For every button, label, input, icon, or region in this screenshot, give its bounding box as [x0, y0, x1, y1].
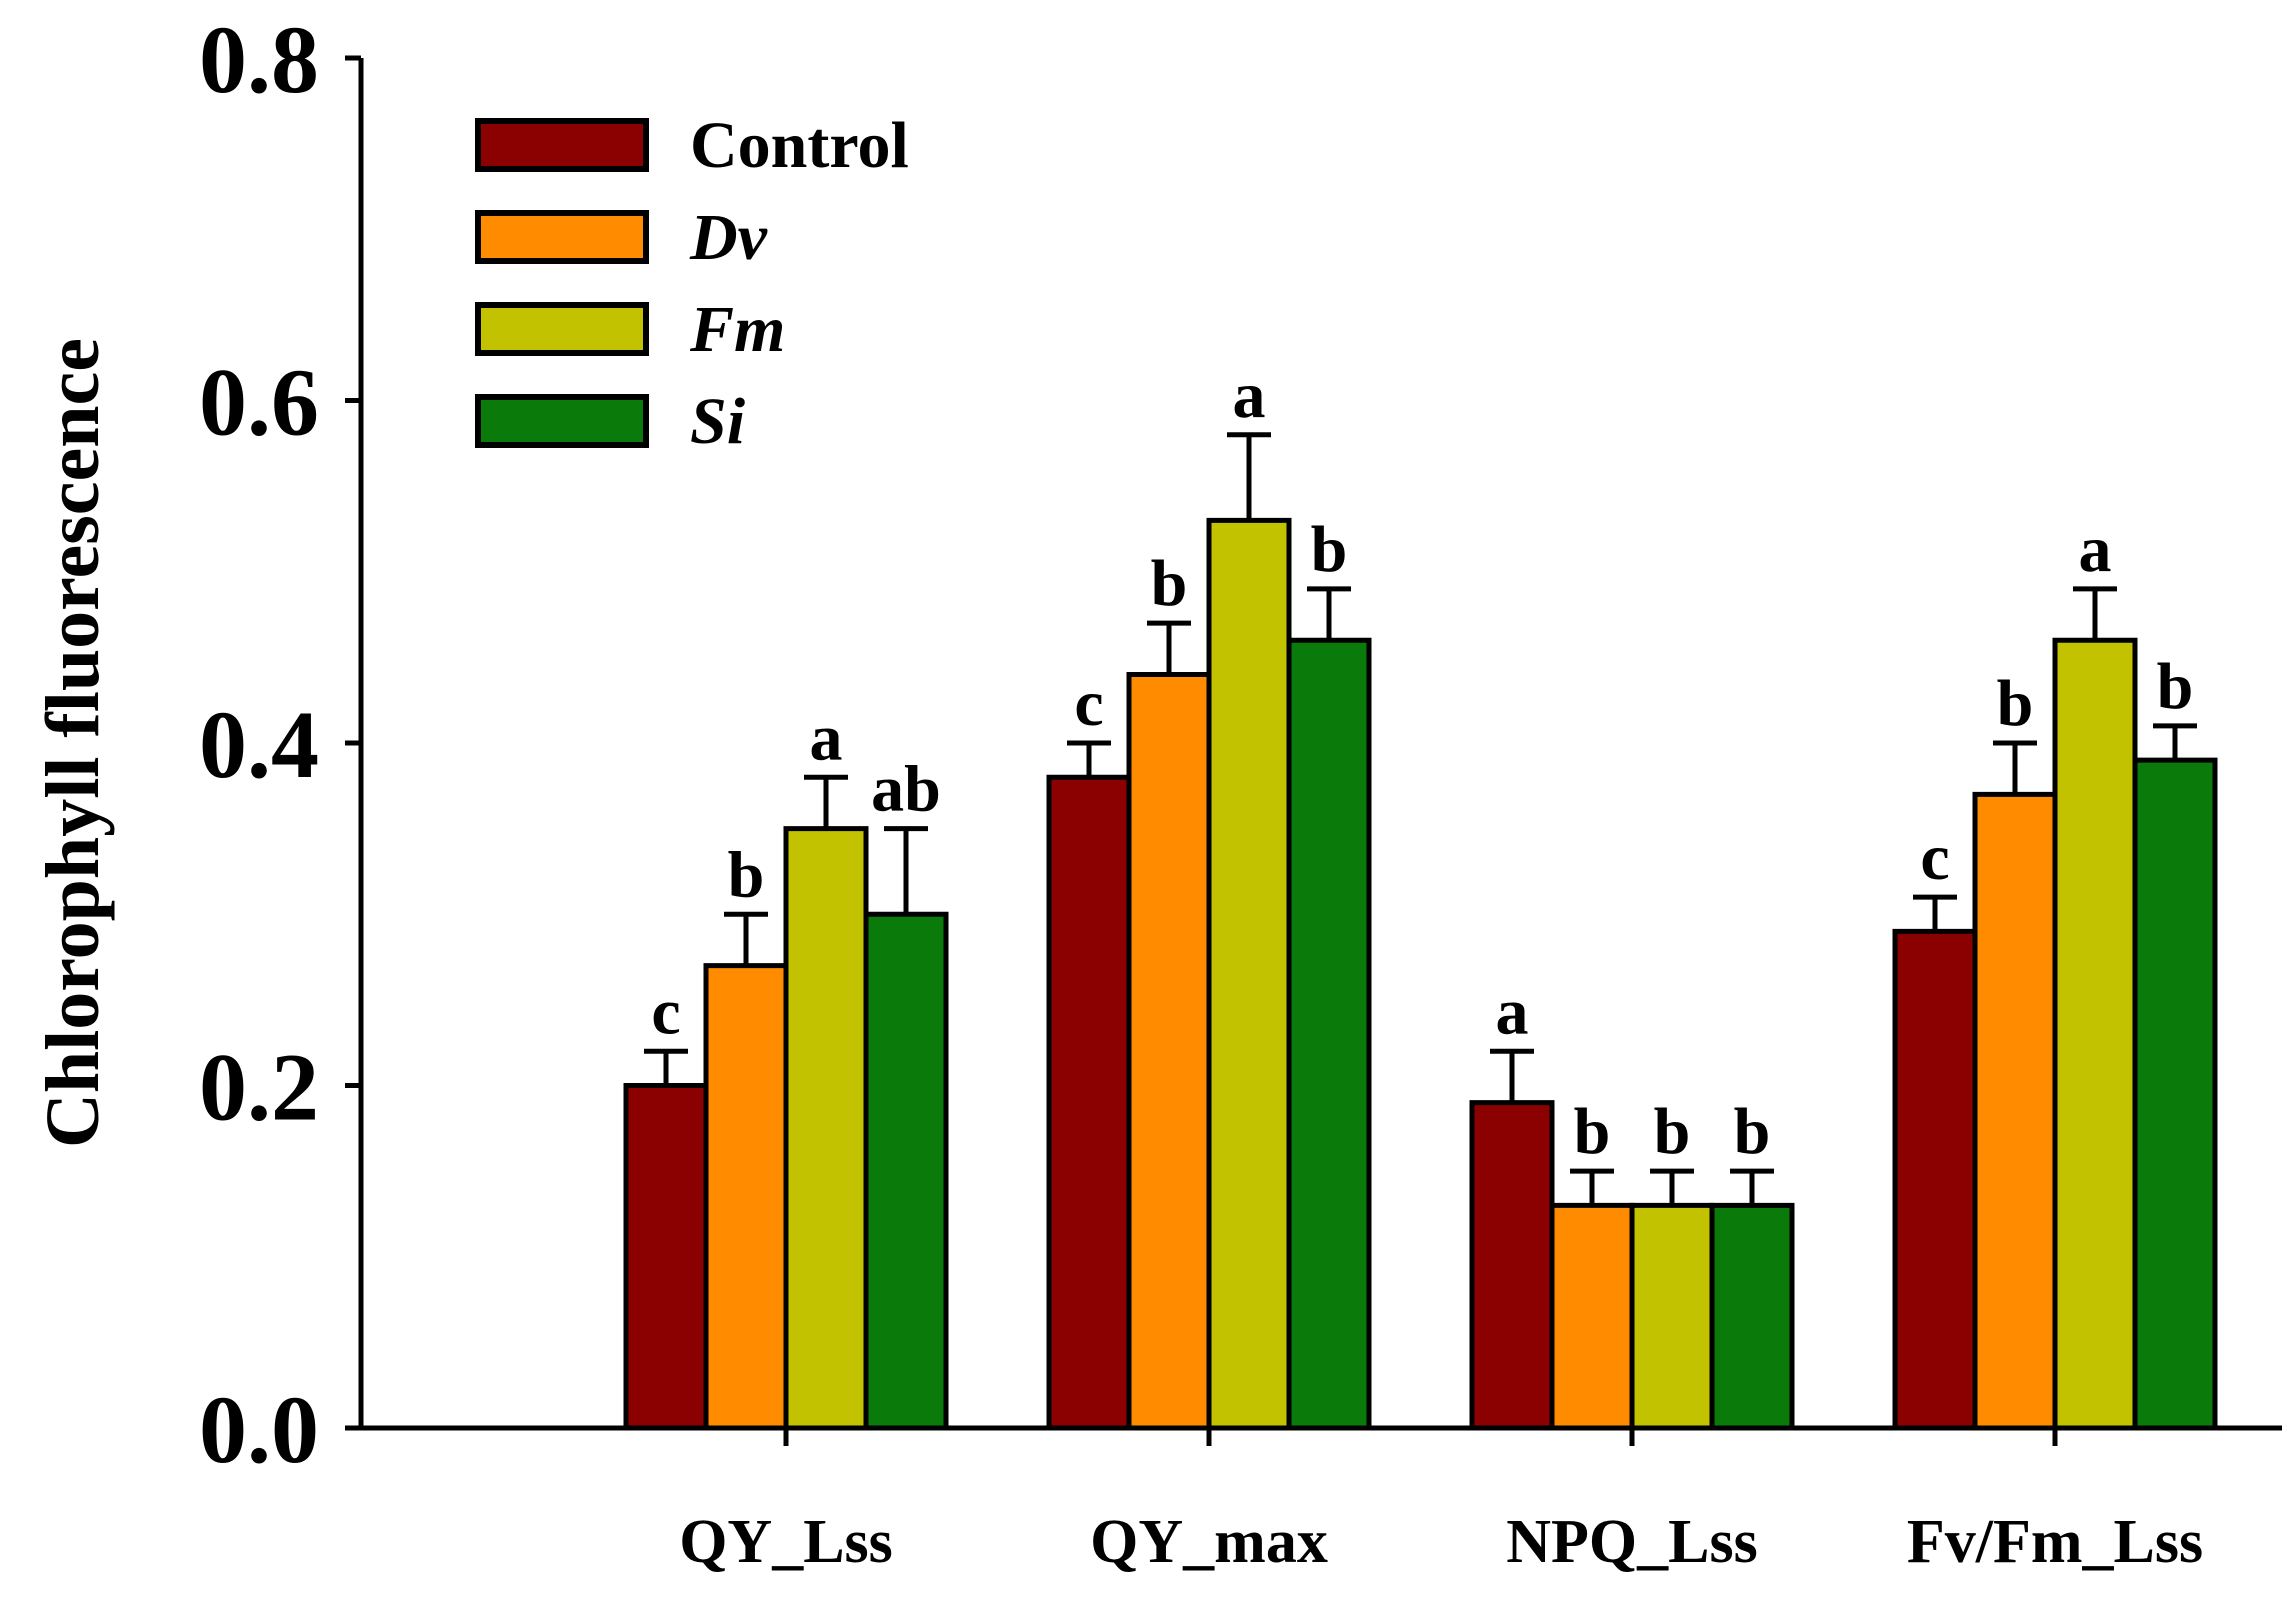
error-bar	[1913, 894, 1957, 932]
significance-letter: ab	[871, 753, 941, 826]
y-tick-label: 0.0	[199, 1376, 319, 1483]
x-category-label: QY_Lss	[679, 1508, 893, 1576]
significance-letter: b	[1311, 513, 1348, 586]
bar	[1892, 928, 1978, 1431]
legend-item: Fm	[475, 293, 785, 366]
bar	[1549, 1202, 1635, 1431]
legend-swatch	[475, 118, 649, 172]
significance-letter: a	[810, 701, 843, 774]
error-bar	[1490, 1048, 1534, 1103]
x-category-label: QY_max	[1090, 1508, 1328, 1576]
legend-item: Dv	[475, 201, 768, 274]
bar	[1629, 1202, 1715, 1431]
significance-letter: b	[1654, 1095, 1691, 1168]
bar	[1126, 672, 1212, 1431]
y-axis-title: Chlorophyll fluorescence	[31, 338, 115, 1148]
bar	[1469, 1100, 1555, 1431]
significance-letter: b	[1734, 1095, 1771, 1168]
x-category-label: NPQ_Lss	[1506, 1508, 1757, 1576]
error-bar	[724, 911, 768, 966]
bar	[623, 1083, 709, 1431]
significance-letter: a	[1496, 975, 1529, 1048]
error-bar	[1570, 1168, 1614, 1206]
error-bars-layer	[644, 432, 2197, 1206]
significance-letter: b	[728, 838, 765, 911]
legend-label: Fm	[689, 293, 785, 366]
bar	[1286, 637, 1372, 1431]
y-tick-label: 0.2	[199, 1034, 319, 1141]
significance-letter: b	[2157, 650, 2194, 723]
significance-letter: c	[651, 975, 680, 1048]
significance-letter: b	[1574, 1095, 1611, 1168]
error-bar	[804, 774, 848, 829]
error-bar	[1307, 586, 1351, 641]
error-bar	[2153, 723, 2197, 761]
significance-letter: c	[1074, 667, 1103, 740]
bar	[1709, 1202, 1795, 1431]
bar	[703, 963, 789, 1431]
y-ticks-layer: 0.0 0.2 0.4 0.6 0.8	[199, 6, 361, 1483]
error-bar	[2073, 586, 2117, 641]
bar	[1972, 791, 2058, 1431]
legend-item: Control	[475, 109, 909, 182]
significance-letter: b	[1997, 667, 2034, 740]
error-bar	[644, 1048, 688, 1086]
legend-label: Dv	[689, 201, 768, 274]
error-bar	[1650, 1168, 1694, 1206]
error-bar	[1147, 620, 1191, 675]
significance-letter: c	[1920, 821, 1949, 894]
y-tick-label: 0.8	[199, 6, 319, 113]
error-bar	[1730, 1168, 1774, 1206]
legend: Control Dv Fm Si	[475, 109, 909, 458]
bar	[1206, 517, 1292, 1431]
y-tick-label: 0.6	[199, 349, 319, 456]
x-category-label: Fv/Fm_Lss	[1907, 1508, 2203, 1576]
significance-letter: b	[1151, 547, 1188, 620]
error-bar	[1227, 432, 1271, 521]
bar	[783, 826, 869, 1431]
bar	[2052, 637, 2138, 1431]
significance-letter: a	[2079, 513, 2112, 586]
error-bar	[884, 826, 928, 915]
bars-layer	[623, 517, 2218, 1431]
legend-label: Si	[690, 385, 746, 458]
legend-label: Control	[690, 109, 909, 182]
legend-swatch	[475, 210, 649, 264]
y-tick-label: 0.4	[199, 691, 319, 798]
legend-swatch	[475, 302, 649, 356]
x-categories-layer: QY_Lss QY_max NPQ_Lss Fv/Fm_Lss	[679, 1428, 2203, 1576]
error-bar	[1067, 740, 1111, 778]
bar	[863, 911, 949, 1431]
bar	[1046, 774, 1132, 1431]
bar	[2132, 757, 2218, 1431]
legend-item: Si	[475, 385, 746, 458]
error-bar	[1993, 740, 2037, 795]
legend-swatch	[475, 394, 649, 448]
significance-letter: a	[1233, 359, 1266, 432]
